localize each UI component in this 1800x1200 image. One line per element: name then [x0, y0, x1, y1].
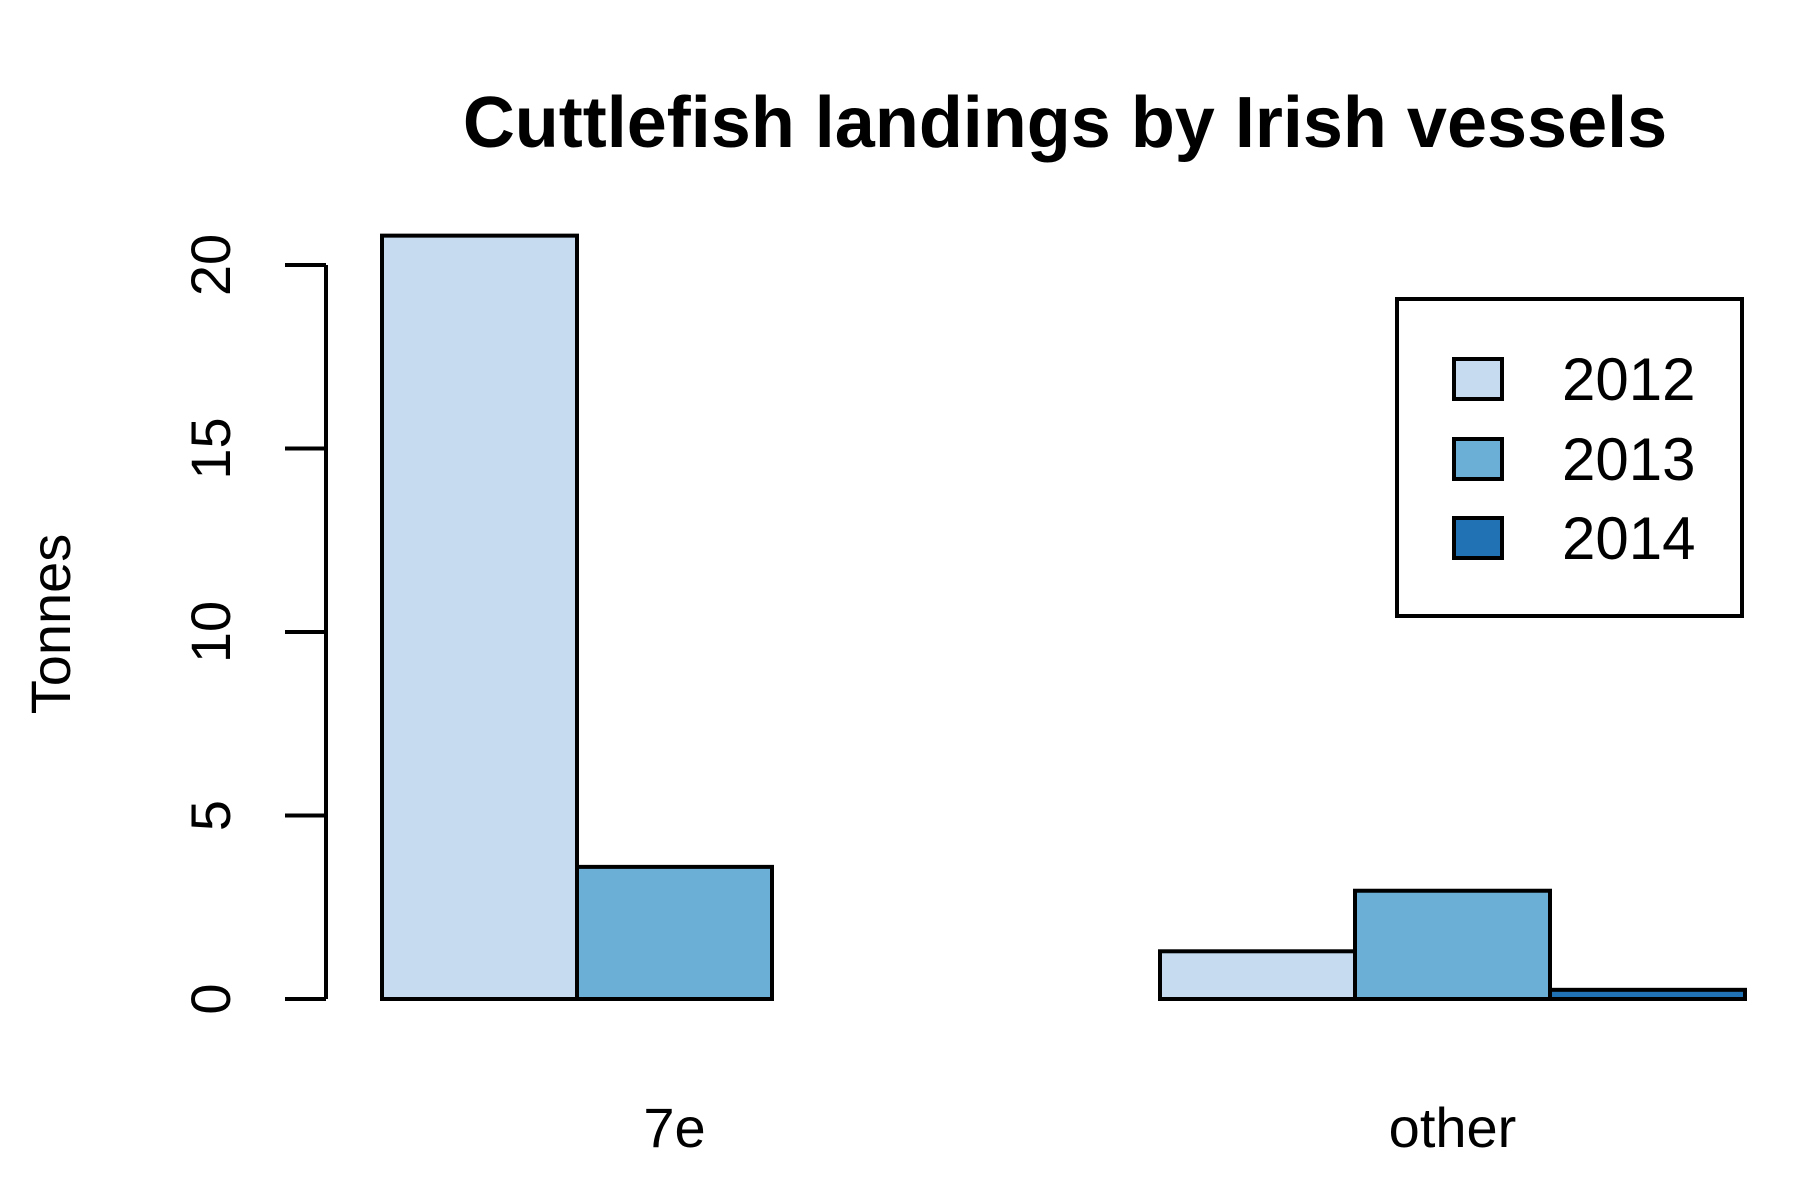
legend-label-2012: 2012 — [1562, 346, 1695, 413]
bar-7e-2013 — [577, 867, 772, 999]
bar-other-2013 — [1355, 891, 1550, 999]
legend-swatch-2012 — [1454, 359, 1502, 399]
legend-label-2013: 2013 — [1562, 426, 1695, 493]
legend-entries: 2012 2013 2014 — [1454, 346, 1695, 572]
chart-title: Cuttlefish landings by Irish vessels — [463, 83, 1667, 163]
x-category-label: 7e — [643, 1096, 705, 1159]
bar-other-2014 — [1550, 990, 1745, 999]
y-tick-label: 10 — [179, 601, 242, 663]
y-axis-label: Tonnes — [19, 534, 82, 715]
legend-label-2014: 2014 — [1562, 505, 1695, 572]
bar-7e-2012 — [382, 236, 577, 999]
y-axis: 0 5 10 15 20 — [179, 234, 326, 1015]
x-axis-labels: 7e other — [643, 1096, 1516, 1159]
legend-swatch-2013 — [1454, 439, 1502, 479]
y-tick-label: 0 — [179, 983, 242, 1014]
legend: 2012 2013 2014 — [1397, 299, 1742, 616]
y-ticks: 0 5 10 15 20 — [179, 234, 326, 1015]
y-tick-label: 5 — [179, 800, 242, 831]
y-tick-label: 20 — [179, 234, 242, 296]
y-tick-label: 15 — [179, 417, 242, 479]
legend-swatch-2014 — [1454, 518, 1502, 558]
x-category-label: other — [1389, 1096, 1517, 1159]
bar-other-2012 — [1160, 951, 1355, 999]
